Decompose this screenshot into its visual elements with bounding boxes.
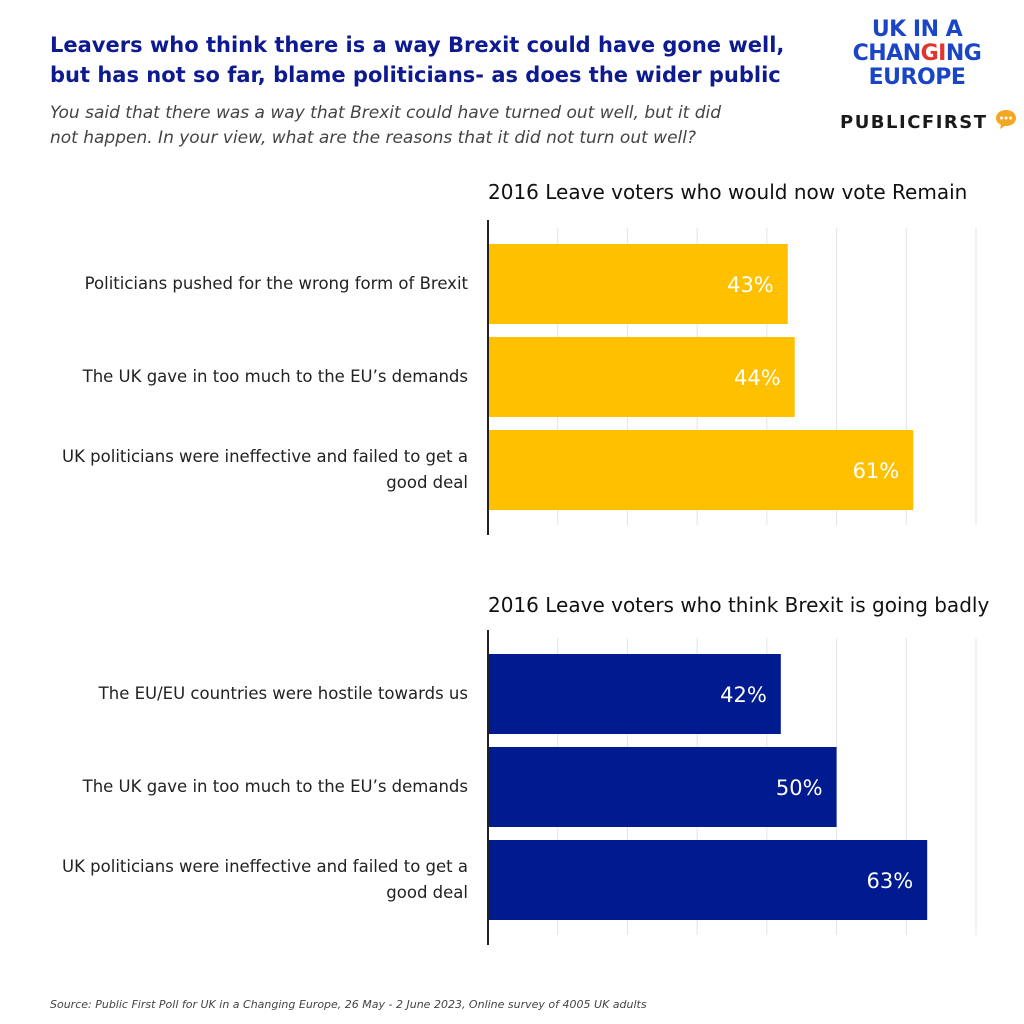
chart-title-line: Leavers who think there is a way Brexit … [50,33,785,57]
source-footnote: Source: Public First Poll for UK in a Ch… [50,998,647,1011]
panel-title-remain: 2016 Leave voters who would now vote Rem… [488,180,968,204]
category-label: UK politicians were ineffective and fail… [62,447,468,492]
chart-title-line: but has not so far, blame politicians- a… [50,63,781,87]
category-label: The UK gave in too much to the EU’s dema… [82,777,468,796]
chart-subtitle-line: not happen. In your view, what are the r… [50,128,696,148]
bar-chart-badly: 42% 50% 63% [487,630,977,945]
publicfirst-logo-text: PUBLICFIRST [840,111,988,133]
chart-subtitle: You said that there was a way that Brexi… [50,101,770,151]
data-label: 44% [734,366,781,390]
bar [488,430,914,510]
bar [488,654,781,734]
chart-subtitle-line: You said that there was a way that Brexi… [50,103,722,123]
data-label: 43% [727,273,774,297]
ukice-logo-line: CHANGING [852,41,982,66]
ukice-logo-accent: GI [920,41,947,66]
category-label: Politicians pushed for the wrong form of… [84,274,468,293]
bar [488,337,795,417]
category-label: The UK gave in too much to the EU’s dema… [82,367,468,386]
publicfirst-logo: PUBLICFIRST [840,108,1018,136]
bar [488,244,788,324]
chart-title: Leavers who think there is a way Brexit … [50,30,810,90]
data-label: 42% [720,683,767,707]
ukice-logo-line: UK IN A [871,17,963,42]
bar [488,747,837,827]
ukice-logo: UK IN A CHANGING EUROPE [840,18,994,90]
data-label: 63% [867,869,914,893]
data-label: 61% [853,459,900,483]
speech-bubble-icon [994,108,1018,136]
bar [488,840,928,920]
ukice-logo-line: EUROPE [868,65,966,90]
bar-chart-remain: 43% 44% 61% [487,220,977,535]
category-label: The EU/EU countries were hostile towards… [98,684,468,703]
data-label: 50% [776,776,823,800]
panel-title-badly: 2016 Leave voters who think Brexit is go… [488,593,990,617]
category-label: UK politicians were ineffective and fail… [62,857,468,902]
